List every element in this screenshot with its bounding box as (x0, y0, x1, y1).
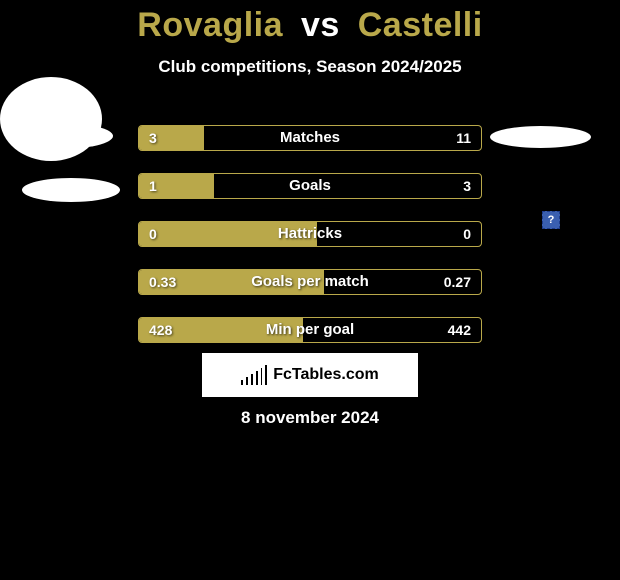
stat-fill (139, 126, 204, 150)
comparison-card: Rovaglia vs Castelli Club competitions, … (0, 0, 620, 580)
stat-right-value: 442 (448, 318, 471, 342)
decor-ellipse-right-1 (490, 126, 591, 148)
logo-bars-icon (241, 365, 267, 385)
stat-fill (139, 318, 303, 342)
player-b-name: Castelli (358, 6, 483, 44)
stat-row: 0 Hattricks 0 (138, 221, 482, 247)
player-a-name: Rovaglia (137, 6, 283, 44)
question-badge: ? (542, 211, 560, 229)
logo-text: FcTables.com (273, 366, 379, 384)
stat-row: 0.33 Goals per match 0.27 (138, 269, 482, 295)
stat-fill (139, 222, 317, 246)
stat-right-value: 0.27 (444, 270, 471, 294)
date-text: 8 november 2024 (0, 408, 620, 428)
fctables-logo: FcTables.com (202, 353, 418, 397)
stat-row: 3 Matches 11 (138, 125, 482, 151)
stat-row: 428 Min per goal 442 (138, 317, 482, 343)
stat-fill (139, 174, 214, 198)
decor-ellipse-left-2 (22, 178, 120, 202)
stats-rows: 3 Matches 11 1 Goals 3 0 Hattricks 0 0.3… (138, 125, 482, 365)
decor-ellipse-left-1 (8, 123, 113, 149)
page-title: Rovaglia vs Castelli (0, 0, 620, 45)
stat-fill (139, 270, 324, 294)
stat-right-value: 3 (463, 174, 471, 198)
stat-right-value: 0 (463, 222, 471, 246)
vs-text: vs (301, 6, 340, 44)
subtitle: Club competitions, Season 2024/2025 (0, 57, 620, 77)
stat-right-value: 11 (456, 126, 471, 150)
stat-row: 1 Goals 3 (138, 173, 482, 199)
